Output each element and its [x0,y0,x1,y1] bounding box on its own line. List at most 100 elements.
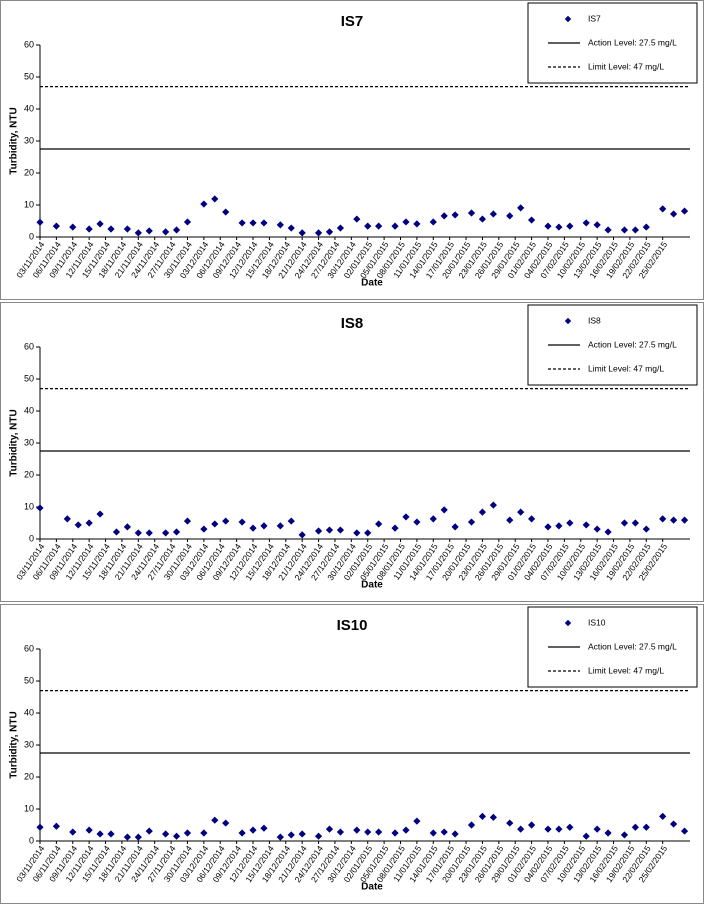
data-point [478,215,487,223]
y-tick-label: 20 [24,469,34,479]
y-tick-label: 30 [24,135,34,145]
data-point [659,812,667,820]
data-point [298,830,306,838]
data-point [145,529,153,537]
x-axis-label: Date [361,882,383,893]
data-point [222,819,230,827]
data-point [527,821,536,829]
data-point [183,218,192,226]
data-point [642,525,650,533]
data-point [162,228,170,236]
data-point [440,828,448,836]
data-point [249,219,257,227]
data-point [36,504,44,512]
data-point [604,226,612,234]
data-point [555,223,563,231]
data-point [402,826,410,834]
data-point [489,501,497,509]
y-tick-label: 10 [24,199,34,209]
data-point [287,831,295,839]
data-point [249,826,257,834]
data-point [134,229,142,237]
y-tick-label: 50 [24,675,34,685]
data-point [620,519,629,527]
data-point [593,221,601,229]
data-point [544,222,552,230]
data-point [620,226,629,234]
data-point [63,515,71,523]
data-point [298,229,306,237]
data-point [506,516,514,524]
data-point [566,823,574,831]
data-point [183,829,192,837]
data-point [336,526,345,534]
data-point [325,228,334,236]
data-point [134,529,142,537]
data-point [74,521,82,529]
data-point [85,225,93,233]
x-axis-label: Date [361,580,383,591]
data-point [260,824,268,832]
data-point [506,819,514,827]
data-point [517,204,525,212]
data-point [680,207,689,215]
data-point [145,227,153,235]
data-point [107,225,115,233]
data-point [413,220,421,228]
y-tick-label: 10 [24,803,34,813]
y-tick-label: 60 [24,341,34,351]
data-point [451,211,459,219]
data-point [69,223,77,231]
data-point [566,222,574,230]
data-point [413,817,421,825]
chart-title: IS10 [337,617,368,634]
data-point [642,823,650,831]
y-tick-label: 20 [24,167,34,177]
y-tick-label: 10 [24,501,34,511]
data-point [544,825,552,833]
data-point [52,822,60,830]
data-point [467,518,476,526]
data-point [249,524,257,532]
data-point [364,529,372,537]
y-axis-label: Turbidity, NTU [9,711,20,778]
data-point [107,830,115,838]
data-point [582,521,590,529]
data-point [353,826,361,834]
data-point [517,508,525,516]
data-point [287,517,295,525]
data-point [287,224,295,232]
data-point [172,226,181,234]
data-point [429,829,437,837]
data-point [429,515,437,523]
data-point [123,833,131,841]
y-tick-label: 60 [24,39,34,49]
legend-label: Action Level: 27.5 mg/L [588,641,677,651]
data-point [391,222,399,230]
data-point [375,828,383,836]
data-point [451,523,459,531]
data-point [314,832,323,840]
data-point [112,528,121,536]
data-point [593,825,601,833]
data-point [85,826,93,834]
data-point [506,212,514,220]
data-point [440,212,448,220]
data-point [440,506,448,514]
data-point [36,823,44,831]
legend-label: Limit Level: 47 mg/L [588,61,664,71]
data-point [238,518,246,526]
legend-label: Action Level: 27.5 mg/L [588,37,677,47]
data-point [467,821,476,829]
data-point [582,832,590,840]
data-point [238,219,246,227]
data-point [489,210,497,218]
data-point [325,526,334,534]
legend-marker [564,619,572,627]
y-tick-label: 30 [24,739,34,749]
data-point [642,223,650,231]
